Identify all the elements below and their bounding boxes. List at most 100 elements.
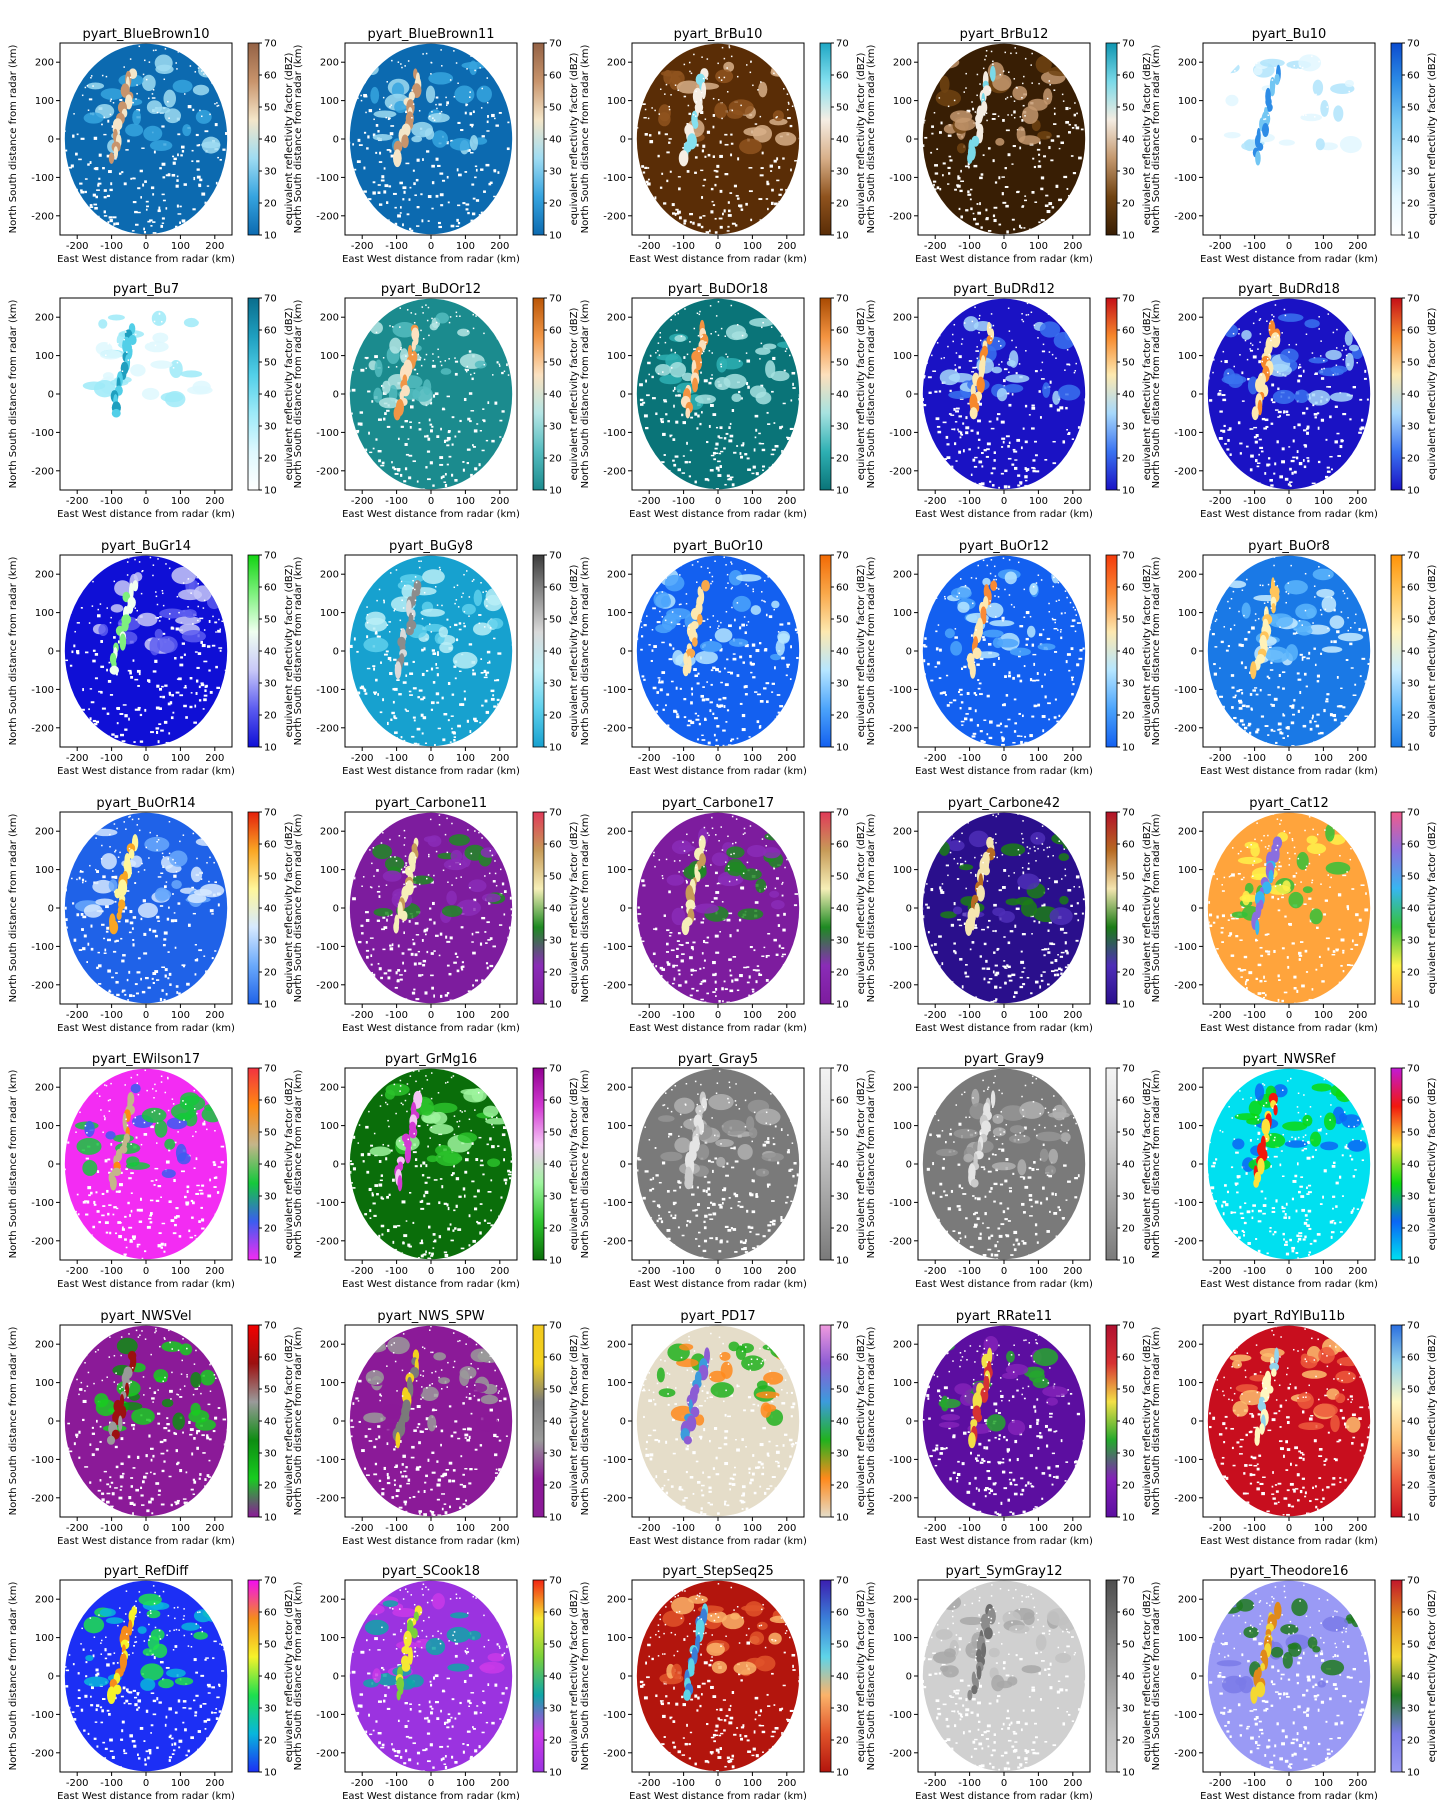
no-echo-gate — [430, 429, 433, 433]
no-echo-gate — [1209, 399, 1213, 402]
no-echo-gate — [203, 55, 205, 57]
no-echo-gate — [89, 161, 92, 164]
no-echo-gate — [728, 426, 731, 430]
y-tick-label: 100 — [320, 608, 339, 619]
no-echo-gate — [124, 714, 128, 718]
no-echo-gate — [140, 196, 143, 199]
no-echo-gate — [723, 76, 726, 79]
no-echo-gate — [731, 483, 735, 487]
no-echo-gate — [639, 702, 644, 706]
no-echo-gate — [765, 682, 770, 685]
no-echo-gate — [971, 320, 974, 323]
colorbar-tick-label: 20 — [264, 711, 277, 722]
no-echo-gate — [425, 52, 428, 55]
no-echo-gate — [977, 400, 980, 404]
no-echo-gate — [127, 404, 130, 407]
no-echo-gate — [1222, 429, 1226, 433]
no-echo-gate — [145, 208, 148, 211]
no-echo-gate — [1065, 106, 1069, 111]
echo-patch — [136, 612, 158, 627]
no-echo-gate — [132, 101, 134, 104]
no-echo-gate — [366, 622, 369, 624]
no-echo-gate — [129, 76, 132, 79]
no-echo-gate — [145, 78, 148, 81]
no-echo-gate — [935, 465, 939, 468]
no-echo-gate — [960, 343, 963, 345]
no-echo-gate — [74, 83, 76, 85]
no-echo-gate — [390, 104, 393, 106]
no-echo-gate — [1270, 339, 1272, 342]
no-echo-gate — [1075, 484, 1078, 486]
no-echo-gate — [709, 469, 714, 472]
no-echo-gate — [1072, 487, 1076, 490]
x-axis-label: East West distance from radar (km) — [57, 766, 235, 777]
no-echo-gate — [668, 141, 671, 144]
no-echo-gate — [1264, 176, 1268, 180]
no-echo-gate — [197, 619, 199, 622]
no-echo-gate — [457, 606, 460, 608]
no-echo-gate — [431, 364, 436, 368]
no-echo-gate — [107, 342, 110, 345]
no-echo-gate — [479, 721, 482, 724]
no-echo-gate — [175, 627, 179, 631]
no-echo-gate — [475, 473, 478, 476]
no-echo-gate — [1286, 91, 1288, 94]
echo-patch — [1278, 139, 1295, 146]
no-echo-gate — [1228, 427, 1232, 431]
no-echo-gate — [958, 415, 962, 418]
no-echo-gate — [127, 421, 132, 423]
no-echo-gate — [214, 476, 217, 479]
no-echo-gate — [90, 63, 93, 65]
no-echo-gate — [1013, 228, 1016, 231]
no-echo-gate — [420, 364, 423, 367]
no-echo-gate — [1000, 420, 1005, 424]
no-echo-gate — [1070, 58, 1073, 60]
no-echo-gate — [490, 206, 493, 210]
echo-patch — [1339, 135, 1362, 154]
no-echo-gate — [1255, 434, 1259, 438]
no-echo-gate — [774, 741, 777, 744]
y-tick-label: -100 — [316, 428, 339, 439]
no-echo-gate — [656, 325, 659, 327]
no-echo-gate — [778, 469, 781, 473]
no-echo-gate — [64, 666, 65, 669]
no-echo-gate — [349, 109, 351, 111]
no-echo-gate — [1251, 344, 1254, 346]
no-echo-gate — [1034, 370, 1038, 373]
no-echo-gate — [754, 414, 759, 418]
no-echo-gate — [178, 347, 180, 349]
no-echo-gate — [84, 86, 87, 89]
no-echo-gate — [967, 193, 972, 196]
no-echo-gate — [487, 401, 490, 405]
no-echo-gate — [1298, 223, 1303, 226]
no-echo-gate — [636, 637, 639, 641]
no-echo-gate — [66, 99, 68, 101]
no-echo-gate — [1363, 184, 1366, 187]
panel-pyart_BrBu10: pyart_BrBu10-200 -100 0 100 200-200-10001002… — [580, 27, 867, 265]
no-echo-gate — [416, 372, 419, 375]
no-echo-gate — [1049, 84, 1051, 86]
no-echo-gate — [170, 44, 172, 46]
x-tick-label: -100 — [958, 241, 981, 252]
no-echo-gate — [429, 423, 433, 426]
no-echo-gate — [794, 222, 797, 225]
no-echo-gate — [468, 615, 470, 617]
no-echo-gate — [1261, 360, 1263, 363]
no-echo-gate — [1365, 223, 1368, 226]
no-echo-gate — [497, 171, 500, 174]
echo-patch — [183, 317, 199, 328]
no-echo-gate — [918, 469, 921, 472]
no-echo-gate — [1345, 354, 1348, 357]
colorbar-tick-label: 20 — [1407, 199, 1420, 210]
no-echo-gate — [492, 68, 495, 71]
no-echo-gate — [715, 738, 718, 742]
no-echo-gate — [1204, 179, 1206, 181]
no-echo-gate — [76, 650, 80, 653]
no-echo-gate — [386, 409, 390, 412]
no-echo-gate — [364, 223, 367, 226]
no-echo-gate — [75, 472, 79, 476]
no-echo-gate — [1351, 185, 1356, 188]
no-echo-gate — [1209, 135, 1212, 139]
no-echo-gate — [674, 84, 677, 86]
no-echo-gate — [381, 298, 383, 301]
